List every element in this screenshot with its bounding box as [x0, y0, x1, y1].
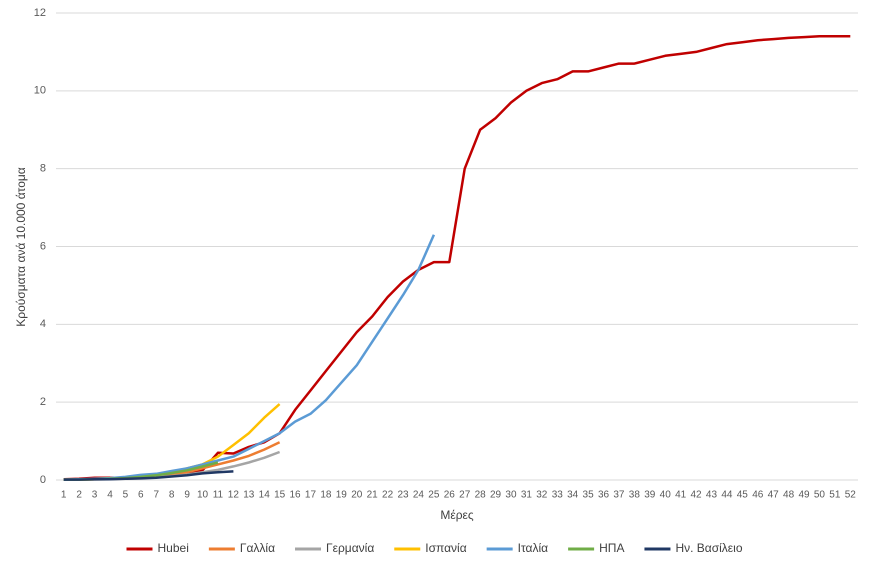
x-tick-label: 8	[169, 490, 175, 501]
x-tick-label: 41	[675, 490, 687, 501]
x-tick-label: 40	[660, 490, 672, 501]
y-tick-label: 4	[40, 318, 46, 330]
x-tick-label: 32	[536, 490, 548, 501]
x-axis-label: Μέρες	[440, 508, 474, 522]
x-tick-label: 30	[505, 490, 517, 501]
x-tick-label: 31	[521, 490, 533, 501]
x-tick-label: 27	[459, 490, 471, 501]
x-tick-label: 9	[184, 490, 190, 501]
x-tick-label: 49	[798, 490, 810, 501]
legend-label: Ην. Βασίλειο	[675, 541, 742, 555]
x-tick-label: 36	[598, 490, 610, 501]
series-line	[63, 470, 234, 481]
x-tick-label: 14	[259, 490, 271, 501]
x-tick-label: 48	[783, 490, 795, 501]
x-tick-label: 20	[351, 490, 363, 501]
x-tick-label: 28	[475, 490, 487, 501]
y-tick-label: 6	[40, 240, 46, 252]
x-tick-label: 37	[613, 490, 625, 501]
legend-label: ΗΠΑ	[599, 541, 624, 555]
x-tick-label: 50	[814, 490, 826, 501]
x-tick-label: 51	[829, 490, 841, 501]
x-tick-label: 19	[336, 490, 348, 501]
x-tick-label: 17	[305, 490, 317, 501]
x-tick-label: 16	[289, 490, 301, 501]
x-tick-label: 22	[382, 490, 394, 501]
x-tick-label: 42	[690, 490, 702, 501]
x-tick-label: 2	[76, 490, 82, 501]
legend-label: Ιταλία	[518, 541, 549, 555]
x-tick-label: 21	[367, 490, 379, 501]
y-axis-label: Κρούσματα ανά 10.000 άτομα	[14, 167, 28, 327]
y-tick-label: 2	[40, 396, 46, 408]
series-line	[63, 403, 281, 481]
x-tick-label: 45	[737, 490, 749, 501]
series-line	[63, 35, 851, 481]
series-line	[63, 234, 436, 481]
legend-label: Γαλλία	[240, 541, 275, 555]
x-tick-label: 38	[629, 490, 641, 501]
x-tick-label: 29	[490, 490, 502, 501]
x-tick-label: 35	[583, 490, 595, 501]
x-tick-label: 44	[721, 490, 733, 501]
x-tick-label: 25	[428, 490, 440, 501]
y-tick-label: 0	[40, 474, 46, 486]
x-tick-label: 24	[413, 490, 425, 501]
x-tick-label: 4	[107, 490, 113, 501]
x-tick-label: 11	[213, 490, 224, 501]
x-tick-label: 13	[243, 490, 255, 501]
x-tick-label: 10	[197, 490, 209, 501]
legend-label: Γερμανία	[326, 541, 374, 555]
y-tick-label: 8	[40, 163, 46, 175]
x-tick-label: 23	[397, 490, 409, 501]
x-tick-label: 7	[153, 490, 159, 501]
x-tick-label: 18	[320, 490, 332, 501]
x-tick-label: 15	[274, 490, 286, 501]
x-tick-label: 52	[845, 490, 857, 501]
x-tick-label: 6	[138, 490, 144, 501]
legend-label: Hubei	[158, 541, 189, 555]
x-tick-label: 47	[768, 490, 780, 501]
x-tick-label: 34	[567, 490, 579, 501]
x-tick-label: 33	[552, 490, 564, 501]
x-tick-label: 5	[123, 490, 129, 501]
x-tick-label: 46	[752, 490, 764, 501]
x-tick-label: 3	[92, 490, 98, 501]
y-tick-label: 10	[34, 85, 46, 97]
x-tick-label: 39	[644, 490, 656, 501]
legend-label: Ισπανία	[425, 541, 466, 555]
x-tick-label: 12	[228, 490, 240, 501]
x-tick-label: 26	[444, 490, 456, 501]
x-tick-label: 43	[706, 490, 718, 501]
y-tick-label: 12	[34, 7, 46, 19]
x-tick-label: 1	[61, 490, 67, 501]
